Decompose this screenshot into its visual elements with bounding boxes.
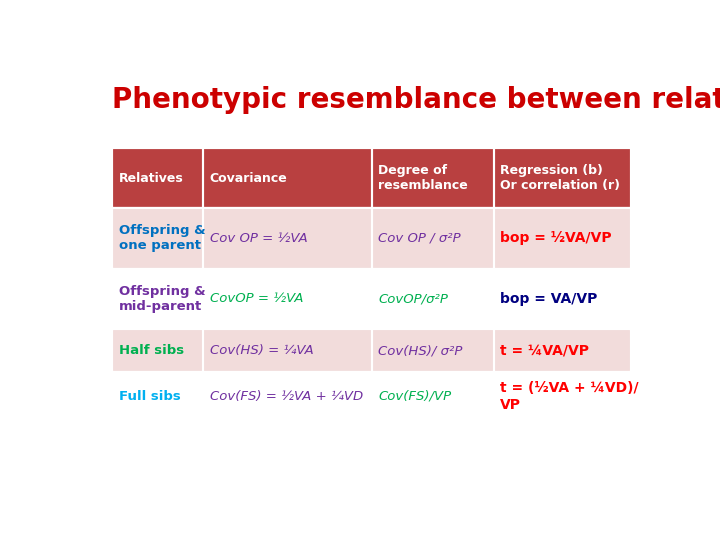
Text: Half sibs: Half sibs <box>119 344 184 357</box>
Text: Regression (b)
Or correlation (r): Regression (b) Or correlation (r) <box>500 164 621 192</box>
Bar <box>112 373 203 420</box>
Bar <box>112 268 631 329</box>
Text: Cov OP / σ²P: Cov OP / σ²P <box>379 232 461 245</box>
Text: Covariance: Covariance <box>210 172 287 185</box>
Bar <box>112 329 203 373</box>
Text: bop = VA/VP: bop = VA/VP <box>500 292 598 306</box>
Bar <box>203 148 372 208</box>
Bar <box>372 329 494 373</box>
Text: t = (½VA + ¼VD)/
VP: t = (½VA + ¼VD)/ VP <box>500 381 639 411</box>
Bar <box>494 329 631 373</box>
Text: Full sibs: Full sibs <box>119 390 181 403</box>
Bar <box>494 208 631 268</box>
Bar <box>112 148 203 208</box>
Bar <box>494 268 631 329</box>
Text: Offspring &
one parent: Offspring & one parent <box>119 225 206 252</box>
Text: CovOP/σ²P: CovOP/σ²P <box>379 292 449 305</box>
Text: Cov(HS)/ σ²P: Cov(HS)/ σ²P <box>379 344 463 357</box>
Bar <box>494 373 631 420</box>
Text: t = ¼VA/VP: t = ¼VA/VP <box>500 343 590 357</box>
Bar <box>112 148 631 208</box>
Bar <box>494 148 631 208</box>
Bar <box>372 373 494 420</box>
Bar <box>112 208 203 268</box>
Bar <box>112 329 631 373</box>
Bar <box>203 329 372 373</box>
Text: Cov(HS) = ¼VA: Cov(HS) = ¼VA <box>210 344 314 357</box>
Text: Offspring &
mid-parent: Offspring & mid-parent <box>119 285 206 313</box>
Text: Cov OP = ½VA: Cov OP = ½VA <box>210 232 307 245</box>
Bar <box>203 268 372 329</box>
Text: bop = ½VA/VP: bop = ½VA/VP <box>500 232 612 245</box>
Bar <box>372 208 494 268</box>
Bar <box>372 268 494 329</box>
Text: CovOP = ½VA: CovOP = ½VA <box>210 292 303 305</box>
Text: Cov(FS)/VP: Cov(FS)/VP <box>379 390 451 403</box>
Text: Relatives: Relatives <box>119 172 184 185</box>
Bar <box>112 208 631 268</box>
Bar <box>372 148 494 208</box>
Bar <box>203 208 372 268</box>
Text: Cov(FS) = ½VA + ¼VD: Cov(FS) = ½VA + ¼VD <box>210 390 363 403</box>
Bar <box>203 373 372 420</box>
Bar <box>112 268 203 329</box>
Text: Phenotypic resemblance between relatives: Phenotypic resemblance between relatives <box>112 85 720 113</box>
Bar <box>112 373 631 420</box>
Text: Degree of
resemblance: Degree of resemblance <box>379 164 468 192</box>
